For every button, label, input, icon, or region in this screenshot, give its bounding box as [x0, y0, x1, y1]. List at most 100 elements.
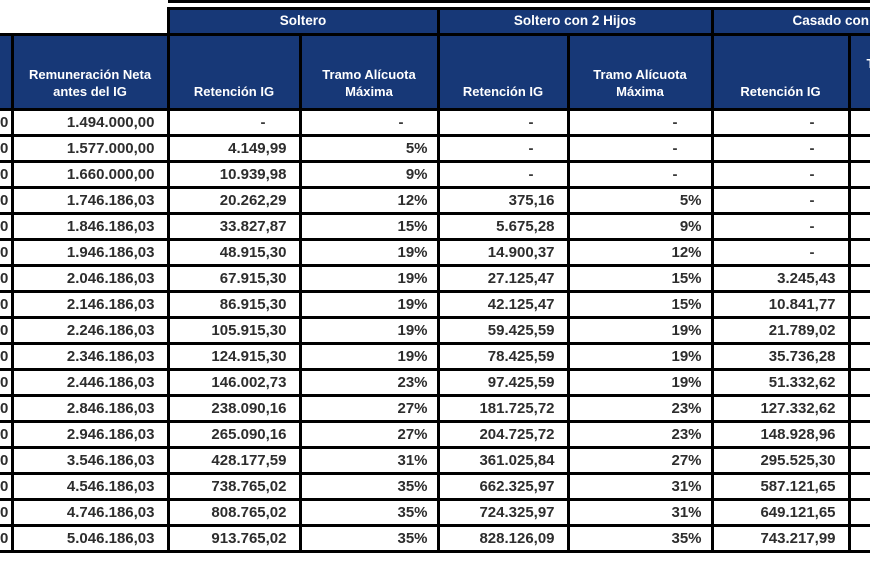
- cell-soltero-tramo: 27%: [298, 420, 440, 449]
- tramo-line1: Tramo Alícuota: [322, 67, 416, 83]
- cell-soltero2h-tramo: -: [566, 134, 714, 163]
- cell-clipped-right: [847, 420, 870, 449]
- cell-soltero2h-retencion: 42.125,47: [436, 290, 570, 319]
- cell-soltero2h-retencion: 375,16: [436, 186, 570, 215]
- clipped-left-value-fragment: 0: [0, 192, 9, 209]
- cell-soltero2h-tramo: 23%: [566, 420, 714, 449]
- table-row: 0 2.446.186,03 146.002,73 23% 97.425,59 19% 51…: [0, 368, 870, 397]
- clipped-left-value-fragment: 0: [0, 270, 9, 287]
- table-row: 0 1.660.000,00 10.939,98 9% - - -: [0, 160, 870, 189]
- cell-clipped-left: 0: [0, 212, 14, 241]
- cell-clipped-left: 0: [0, 420, 14, 449]
- cell-casado-retencion: 21.789,02: [710, 316, 851, 345]
- cell-clipped-right: [847, 238, 870, 267]
- table-row: 0 2.246.186,03 105.915,30 19% 59.425,59 19% 21…: [0, 316, 870, 345]
- clipped-left-value-fragment: 0: [0, 166, 9, 183]
- clipped-left-value-fragment: 0: [0, 322, 9, 339]
- group-header-row: Soltero Soltero con 2 Hijos Casado con: [0, 7, 870, 36]
- table-row: 0 5.046.186,03 913.765,02 35% 828.126,09 35% 7…: [0, 524, 870, 553]
- cell-soltero2h-tramo: 23%: [566, 394, 714, 423]
- clipped-left-value-fragment: 0: [0, 296, 9, 313]
- remuneracion-line1: Remuneración Neta: [28, 67, 152, 83]
- cell-casado-retencion: 127.332,62: [710, 394, 851, 423]
- cell-remuneracion-neta: 1.746.186,03: [10, 186, 170, 215]
- cell-soltero-tramo: 19%: [298, 238, 440, 267]
- table-row: 0 2.046.186,03 67.915,30 19% 27.125,47 15% 3.2…: [0, 264, 870, 293]
- cell-remuneracion-neta: 1.660.000,00: [10, 160, 170, 189]
- cell-clipped-right: [847, 212, 870, 241]
- cell-soltero2h-tramo: 19%: [566, 368, 714, 397]
- cell-soltero2h-tramo: 5%: [566, 186, 714, 215]
- cell-soltero2h-tramo: 19%: [566, 342, 714, 371]
- cell-clipped-right: [847, 316, 870, 345]
- column-header-soltero-tramo-alicuota: Tramo Alícuota Máxima: [298, 33, 440, 111]
- cell-clipped-left: 0: [0, 394, 14, 423]
- table-row: 0 4.546.186,03 738.765,02 35% 662.325,97 31% 5…: [0, 472, 870, 501]
- tramo-line2: Máxima: [616, 84, 664, 100]
- cell-remuneracion-neta: 2.846.186,03: [10, 394, 170, 423]
- cell-casado-retencion: 51.332,62: [710, 368, 851, 397]
- cell-soltero-tramo: 19%: [298, 264, 440, 293]
- column-header-soltero-retencion-ig: Retención IG: [166, 33, 302, 111]
- cell-casado-retencion: -: [710, 108, 851, 137]
- cell-soltero-retencion: 10.939,98: [166, 160, 302, 189]
- tramo-line1: Tramo Alícuota: [593, 67, 687, 83]
- cell-soltero-tramo: 35%: [298, 498, 440, 527]
- table-row: 0 1.577.000,00 4.149,99 5% - - -: [0, 134, 870, 163]
- clipped-left-value-fragment: 0: [0, 452, 9, 469]
- cell-soltero2h-retencion: 97.425,59: [436, 368, 570, 397]
- cell-soltero2h-tramo: 31%: [566, 472, 714, 501]
- cell-casado-retencion: 148.928,96: [710, 420, 851, 449]
- cell-clipped-right: [847, 108, 870, 137]
- cell-remuneracion-neta: 2.346.186,03: [10, 342, 170, 371]
- cell-soltero-retencion: 33.827,87: [166, 212, 302, 241]
- group-header-soltero-2-hijos: Soltero con 2 Hijos: [436, 7, 714, 36]
- cell-soltero2h-tramo: 15%: [566, 290, 714, 319]
- cell-remuneracion-neta: 1.577.000,00: [10, 134, 170, 163]
- clipped-header-fragment: T: [851, 56, 870, 92]
- column-header-soltero2h-tramo-alicuota: Tramo Alícuota Máxima: [566, 33, 714, 111]
- cell-soltero2h-retencion: 828.126,09: [436, 524, 570, 553]
- cell-soltero-tramo: 5%: [298, 134, 440, 163]
- cell-clipped-left: 0: [0, 186, 14, 215]
- cell-clipped-left: 0: [0, 472, 14, 501]
- cell-soltero-retencion: 124.915,30: [166, 342, 302, 371]
- table-row: 0 1.746.186,03 20.262,29 12% 375,16 5% -: [0, 186, 870, 215]
- cell-soltero2h-retencion: -: [436, 160, 570, 189]
- column-header-row: Remuneración Neta antes del IG Retención…: [0, 33, 870, 111]
- cell-clipped-right: [847, 134, 870, 163]
- cell-soltero-tramo: 23%: [298, 368, 440, 397]
- cell-clipped-left: 0: [0, 238, 14, 267]
- cell-clipped-right: [847, 186, 870, 215]
- cell-clipped-left: 0: [0, 264, 14, 293]
- cell-soltero2h-retencion: 5.675,28: [436, 212, 570, 241]
- cell-soltero-retencion: -: [166, 108, 302, 137]
- cell-soltero2h-retencion: 14.900,37: [436, 238, 570, 267]
- table-row: 0 4.746.186,03 808.765,02 35% 724.325,97 31% 6…: [0, 498, 870, 527]
- cell-casado-retencion: -: [710, 160, 851, 189]
- cell-clipped-right: [847, 290, 870, 319]
- cell-clipped-left: 0: [0, 108, 14, 137]
- clipped-left-value-fragment: 0: [0, 374, 9, 391]
- cell-casado-retencion: -: [710, 134, 851, 163]
- table-row: 0 3.546.186,03 428.177,59 31% 361.025,84 27% 2…: [0, 446, 870, 475]
- cell-soltero-retencion: 67.915,30: [166, 264, 302, 293]
- cell-soltero2h-retencion: -: [436, 108, 570, 137]
- cell-casado-retencion: 3.245,43: [710, 264, 851, 293]
- cell-clipped-right: [847, 160, 870, 189]
- cell-clipped-left: 0: [0, 446, 14, 475]
- cell-clipped-right: [847, 472, 870, 501]
- cell-soltero-retencion: 265.090,16: [166, 420, 302, 449]
- cell-soltero2h-tramo: 12%: [566, 238, 714, 267]
- cell-soltero-tramo: 15%: [298, 212, 440, 241]
- cell-soltero-tramo: 19%: [298, 342, 440, 371]
- cell-clipped-left: 0: [0, 134, 14, 163]
- cell-clipped-left: 0: [0, 524, 14, 553]
- cell-remuneracion-neta: 4.746.186,03: [10, 498, 170, 527]
- cell-soltero-retencion: 48.915,30: [166, 238, 302, 267]
- cell-soltero2h-retencion: 59.425,59: [436, 316, 570, 345]
- cell-clipped-left: 0: [0, 290, 14, 319]
- clipped-top-border-line: [168, 0, 870, 3]
- cell-casado-retencion: 743.217,99: [710, 524, 851, 553]
- cell-soltero-tramo: 9%: [298, 160, 440, 189]
